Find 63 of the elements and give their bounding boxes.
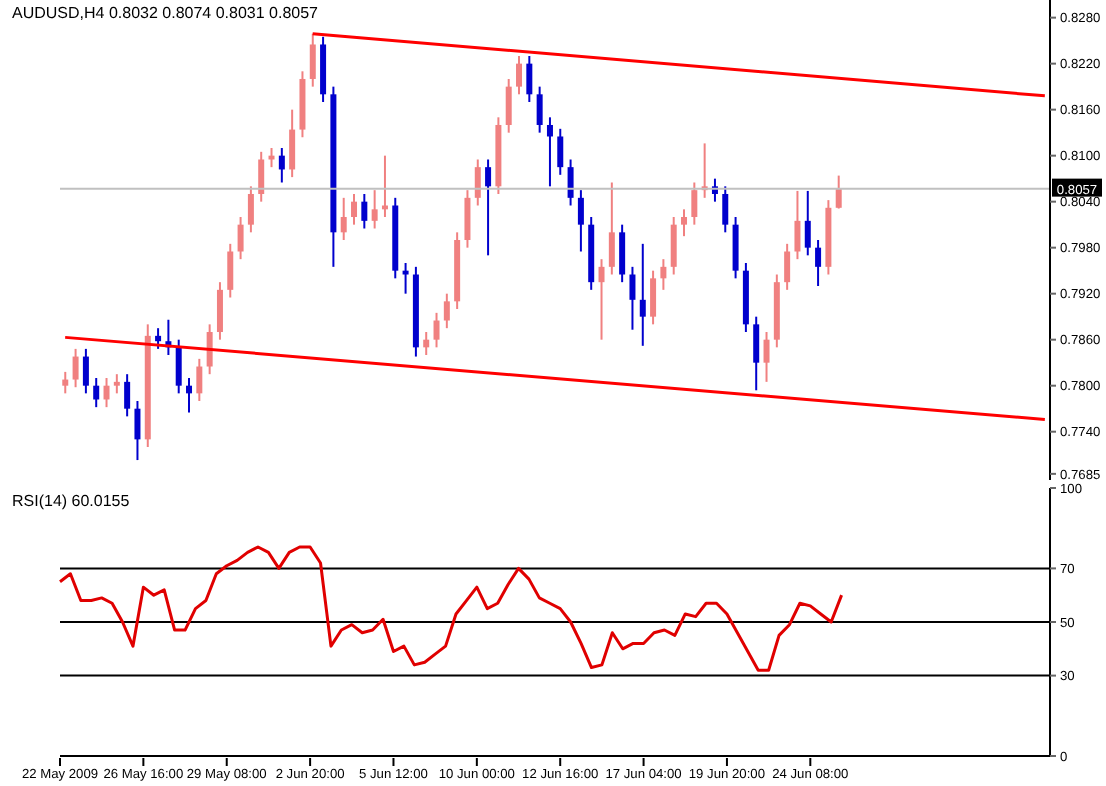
candlestick bbox=[93, 377, 100, 409]
candlestick bbox=[794, 189, 801, 261]
candlestick bbox=[237, 216, 244, 261]
candlestick bbox=[577, 189, 584, 253]
candlestick bbox=[516, 54, 523, 96]
candlestick bbox=[485, 158, 492, 257]
chart-title: RSI(14) 60.0155 bbox=[12, 492, 130, 510]
candlestick bbox=[732, 216, 739, 280]
candlestick bbox=[835, 174, 842, 210]
candlestick bbox=[443, 292, 450, 330]
candlestick bbox=[278, 146, 285, 184]
candlestick bbox=[474, 158, 481, 207]
candlestick bbox=[206, 323, 213, 376]
candlestick bbox=[196, 357, 203, 403]
candlestick bbox=[722, 185, 729, 234]
candlestick bbox=[340, 196, 347, 241]
candlestick bbox=[124, 373, 131, 418]
candlestick bbox=[227, 242, 234, 299]
candlestick bbox=[608, 181, 615, 276]
candlestick bbox=[82, 347, 89, 395]
candlestick bbox=[464, 189, 471, 249]
candlestick bbox=[381, 154, 388, 218]
candlestick bbox=[763, 331, 770, 383]
candlestick bbox=[371, 189, 378, 230]
candlestick bbox=[216, 281, 223, 341]
candlestick bbox=[784, 242, 791, 291]
candlestick bbox=[815, 239, 822, 288]
candlestick bbox=[567, 158, 574, 207]
candlestick bbox=[598, 258, 605, 341]
candlestick bbox=[526, 54, 533, 103]
candlestick bbox=[155, 327, 162, 350]
candlestick bbox=[103, 377, 110, 409]
candlestick bbox=[639, 242, 646, 347]
candlestick bbox=[289, 108, 296, 179]
candlestick bbox=[619, 223, 626, 284]
candlestick bbox=[670, 216, 677, 276]
candlestick bbox=[186, 377, 193, 414]
candlestick bbox=[629, 265, 636, 331]
candlestick bbox=[361, 192, 368, 230]
candlestick bbox=[536, 85, 543, 134]
candlestick bbox=[351, 192, 358, 226]
candlestick bbox=[402, 262, 409, 295]
candlestick bbox=[691, 181, 698, 226]
candlestick bbox=[62, 370, 69, 395]
candlestick bbox=[72, 347, 79, 389]
candlestick bbox=[650, 269, 657, 326]
chart-title: AUDUSD,H4 0.8032 0.8074 0.8031 0.8057 bbox=[12, 4, 318, 22]
candlestick bbox=[546, 116, 553, 188]
candlestick bbox=[309, 32, 316, 88]
candlestick bbox=[113, 373, 120, 395]
candlestick bbox=[175, 338, 182, 395]
candlestick bbox=[804, 189, 811, 257]
candlestick bbox=[258, 150, 265, 203]
line-series bbox=[58, 545, 844, 672]
candlestick bbox=[247, 185, 254, 234]
candlestick bbox=[423, 331, 430, 357]
candlestick bbox=[681, 208, 688, 238]
candlestick bbox=[505, 77, 512, 134]
candlestick bbox=[753, 315, 760, 392]
candlestick bbox=[433, 311, 440, 349]
candlestick bbox=[557, 127, 564, 176]
candlestick bbox=[134, 400, 141, 462]
candlestick bbox=[660, 258, 667, 291]
